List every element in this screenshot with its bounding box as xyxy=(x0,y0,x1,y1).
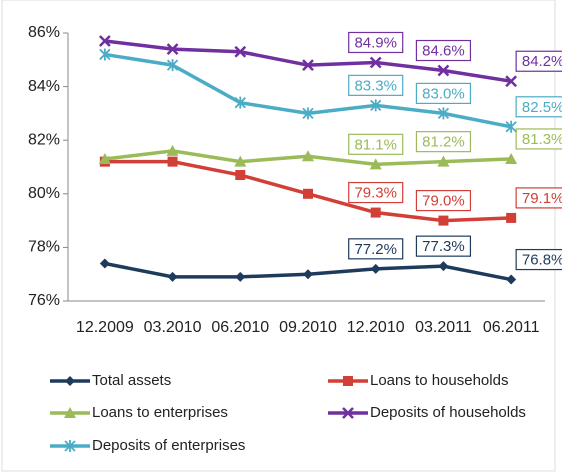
marker xyxy=(343,376,353,386)
value-label-box xyxy=(515,128,562,150)
marker xyxy=(506,274,517,285)
marker xyxy=(370,207,381,218)
x-tick-label: 12.2010 xyxy=(347,319,405,336)
marker xyxy=(99,48,111,61)
y-tick-label: 78% xyxy=(28,239,60,256)
marker xyxy=(166,43,179,55)
marker xyxy=(302,59,314,72)
marker xyxy=(505,75,518,88)
marker xyxy=(437,155,450,167)
value-label: 83.0% xyxy=(422,85,465,102)
value-label: 81.1% xyxy=(354,136,397,153)
value-label-box xyxy=(515,50,562,72)
x-tick-label: 12.2009 xyxy=(76,319,134,336)
legend-label: Loans to households xyxy=(370,372,508,389)
marker xyxy=(65,376,75,386)
value-label: 81.2% xyxy=(422,134,465,151)
x-tick-label: 06.2010 xyxy=(211,319,269,336)
marker xyxy=(437,107,450,120)
value-label: 79.0% xyxy=(422,193,465,210)
marker xyxy=(234,96,246,109)
marker xyxy=(506,212,517,223)
marker xyxy=(99,258,110,269)
legend-label: Deposits of enterprises xyxy=(92,437,245,454)
marker xyxy=(166,59,179,72)
marker xyxy=(98,152,111,164)
x-tick-label: 06.2011 xyxy=(483,319,540,336)
x-tick-label: 03.2010 xyxy=(144,319,202,336)
marker xyxy=(64,407,76,418)
value-label-box xyxy=(515,187,562,209)
value-label-box xyxy=(515,96,562,118)
value-label-box xyxy=(348,74,404,96)
value-label-box xyxy=(415,131,472,153)
value-label-box xyxy=(348,133,404,155)
value-label-box xyxy=(348,238,404,260)
value-label: 79.1% xyxy=(522,190,562,207)
value-label-box xyxy=(415,82,472,105)
marker xyxy=(167,271,178,282)
y-tick-label: 76% xyxy=(28,292,60,309)
marker xyxy=(438,215,449,226)
marker xyxy=(303,188,313,199)
value-label: 83.3% xyxy=(354,77,397,94)
y-tick-label: 86% xyxy=(28,24,60,41)
value-label: 77.3% xyxy=(422,238,465,255)
marker xyxy=(438,261,449,272)
value-label-box xyxy=(415,39,472,62)
y-tick-label: 82% xyxy=(28,131,60,148)
y-tick-label: 84% xyxy=(28,78,60,95)
legend-label: Deposits of households xyxy=(370,404,526,421)
value-label-box xyxy=(348,31,404,54)
marker xyxy=(303,269,313,280)
marker xyxy=(235,271,246,282)
value-label-box xyxy=(348,181,404,204)
legend-label: Total assets xyxy=(92,372,171,389)
value-label-box xyxy=(415,235,472,257)
x-tick-label: 03.2011 xyxy=(415,319,472,336)
value-label: 81.3% xyxy=(522,131,562,148)
y-tick-label: 80% xyxy=(28,185,60,202)
x-tick-label: 09.2010 xyxy=(279,319,337,336)
marker xyxy=(98,35,111,47)
marker xyxy=(166,144,179,156)
marker xyxy=(370,263,381,274)
marker xyxy=(64,440,76,452)
marker xyxy=(369,56,382,69)
marker xyxy=(302,150,314,162)
legend-label: Loans to enterprises xyxy=(92,404,228,421)
marker xyxy=(234,155,247,167)
value-label: 82.5% xyxy=(522,99,562,116)
value-label-box xyxy=(515,248,562,271)
marker xyxy=(167,156,178,167)
value-label: 84.2% xyxy=(522,53,562,70)
marker xyxy=(437,64,450,77)
value-label: 76.8% xyxy=(522,252,562,269)
marker xyxy=(302,107,314,120)
marker xyxy=(342,407,354,419)
marker xyxy=(369,158,382,170)
value-label: 84.9% xyxy=(354,34,397,51)
value-label-box xyxy=(415,190,472,212)
marker xyxy=(505,120,517,133)
value-label: 84.6% xyxy=(422,42,465,59)
value-label: 79.3% xyxy=(354,185,397,202)
marker xyxy=(235,170,246,181)
marker xyxy=(505,152,518,164)
value-label: 77.2% xyxy=(354,241,397,258)
marker xyxy=(234,45,247,58)
marker xyxy=(370,99,382,112)
